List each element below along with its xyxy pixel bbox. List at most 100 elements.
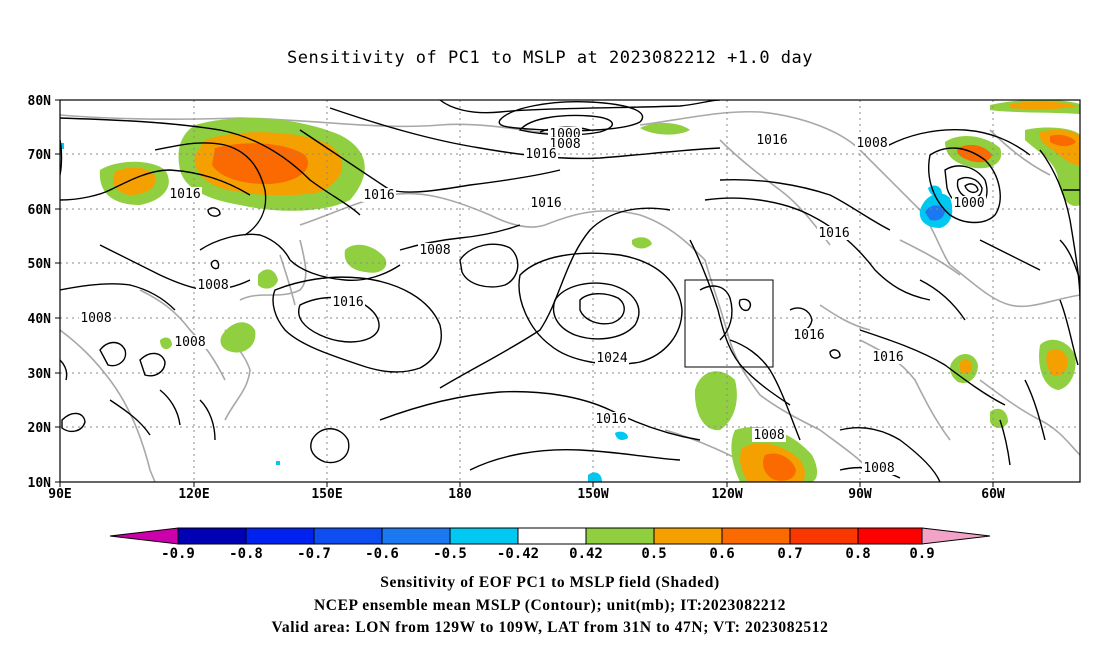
contour-label: 1008: [863, 461, 894, 476]
contour-label-halo: [817, 226, 851, 240]
colorbar-segment: [449, 527, 519, 545]
shade-green: [344, 244, 387, 273]
colorbar-segment: [177, 527, 247, 545]
lon-label: 90E: [48, 487, 71, 502]
shade-lightblue: [588, 472, 602, 482]
contour-label: 1016: [530, 196, 561, 211]
lon-label: 120E: [178, 487, 209, 502]
coastlines: [60, 110, 1080, 482]
lon-label: 90W: [848, 487, 872, 502]
colorbar-segment: [381, 527, 451, 545]
contour-label-halo: [855, 136, 889, 150]
contour-label: 1016: [363, 188, 394, 203]
contour-label: 1000: [953, 196, 984, 211]
contour-label-halo: [792, 328, 826, 342]
lat-label: 60N: [28, 203, 52, 218]
contour-label-halo: [952, 196, 986, 210]
lon-label: 180: [448, 487, 472, 502]
colorbar-label: 0.6: [709, 546, 734, 562]
lat-label: 30N: [28, 367, 52, 382]
shade-green: [258, 269, 278, 289]
contour-label-halo: [529, 196, 563, 210]
mslp-contours: [60, 100, 1080, 482]
caption-line-2: NCEP ensemble mean MSLP (Contour); unit(…: [314, 596, 786, 614]
contour-label: 1016: [525, 147, 556, 162]
colorbar-segment: [585, 527, 655, 545]
contour-label: 1024: [596, 351, 627, 366]
colorbar-arrow-left: [109, 527, 179, 545]
colorbar-segment: [857, 527, 923, 545]
contour-label-halo: [418, 243, 452, 257]
contour-label-halo: [752, 428, 786, 442]
shade-orange: [960, 359, 972, 374]
longitude-labels: 90E 120E 150E 180 150W 120W 90W 60W: [48, 487, 1005, 502]
shade-green: [632, 237, 652, 249]
contour-label: 1008: [80, 311, 111, 326]
shade-green: [220, 322, 256, 353]
shade-darkorange: [212, 143, 309, 185]
contour-label: 1008: [753, 428, 784, 443]
shade-lightblue: [60, 143, 64, 149]
lat-label: 10N: [28, 476, 52, 491]
contour-label-halo: [173, 335, 207, 349]
colorbar-label: 0.42: [569, 546, 603, 562]
contour-label-halo: [755, 133, 789, 147]
contour-label: 1016: [332, 295, 363, 310]
valid-area-box: [684, 279, 774, 368]
colorbar-segment: [789, 527, 859, 545]
lat-label: 20N: [28, 421, 52, 436]
shade-lightblue: [276, 461, 280, 465]
map-content: [60, 100, 1080, 482]
contour-label-halo: [595, 351, 629, 365]
shade-green: [990, 408, 1008, 428]
shade-orange: [1046, 349, 1068, 376]
contour-label: 1008: [419, 243, 450, 258]
colorbar-segment: [721, 527, 791, 545]
contour-label-halo: [196, 278, 230, 292]
colorbar-label: -0.9: [161, 546, 195, 562]
lon-label: 60W: [981, 487, 1005, 502]
contour-label: 1016: [595, 412, 626, 427]
colorbar-segment: [653, 527, 723, 545]
lat-label: 40N: [28, 312, 52, 327]
colorbar-segment: [245, 527, 315, 545]
graticule: [60, 100, 1080, 482]
shade-darkorange: [763, 453, 796, 481]
colorbar-label: 0.9: [909, 546, 934, 562]
colorbar-label: -0.5: [433, 546, 467, 562]
contour-label-halo: [594, 412, 628, 426]
shade-lightblue: [615, 431, 628, 441]
axis-ticks: [55, 99, 994, 487]
contour-label: 1016: [756, 133, 787, 148]
lat-label: 70N: [28, 148, 52, 163]
lon-label: 150W: [577, 487, 608, 502]
shade-orange: [1010, 101, 1078, 110]
colorbar-label: 0.5: [641, 546, 666, 562]
colorbar-label: 0.7: [777, 546, 802, 562]
colorbar-label: -0.8: [229, 546, 263, 562]
contour-label-halo: [524, 147, 558, 161]
contour-label-halo: [331, 295, 365, 309]
caption-line-1: Sensitivity of EOF PC1 to MSLP field (Sh…: [380, 574, 720, 591]
contour-label-halo: [362, 188, 396, 202]
colorbar-label: -0.42: [497, 546, 539, 562]
lon-label: 120W: [711, 487, 742, 502]
caption-line-3: Valid area: LON from 129W to 109W, LAT f…: [271, 619, 829, 636]
colorbar-arrow-right: [921, 527, 991, 545]
shade-green: [694, 371, 737, 431]
contour-label: 1008: [174, 335, 205, 350]
colorbar-label: -0.6: [365, 546, 399, 562]
contour-label: 1016: [872, 350, 903, 365]
contour-label: 1016: [169, 187, 200, 202]
shade-green: [640, 122, 690, 135]
contour-labels: 1000 1008 1016 1016 1008 1016 1000 1016 …: [79, 127, 986, 476]
contour-label: 1008: [856, 136, 887, 151]
colorbar-segment: [313, 527, 383, 545]
colorbar-label: 0.8: [845, 546, 870, 562]
colorbar-label: -0.7: [297, 546, 331, 562]
shade-green: [160, 337, 172, 350]
shade-darkorange: [1050, 134, 1076, 147]
colorbar-segment: [517, 527, 587, 545]
lat-label: 80N: [28, 94, 52, 109]
